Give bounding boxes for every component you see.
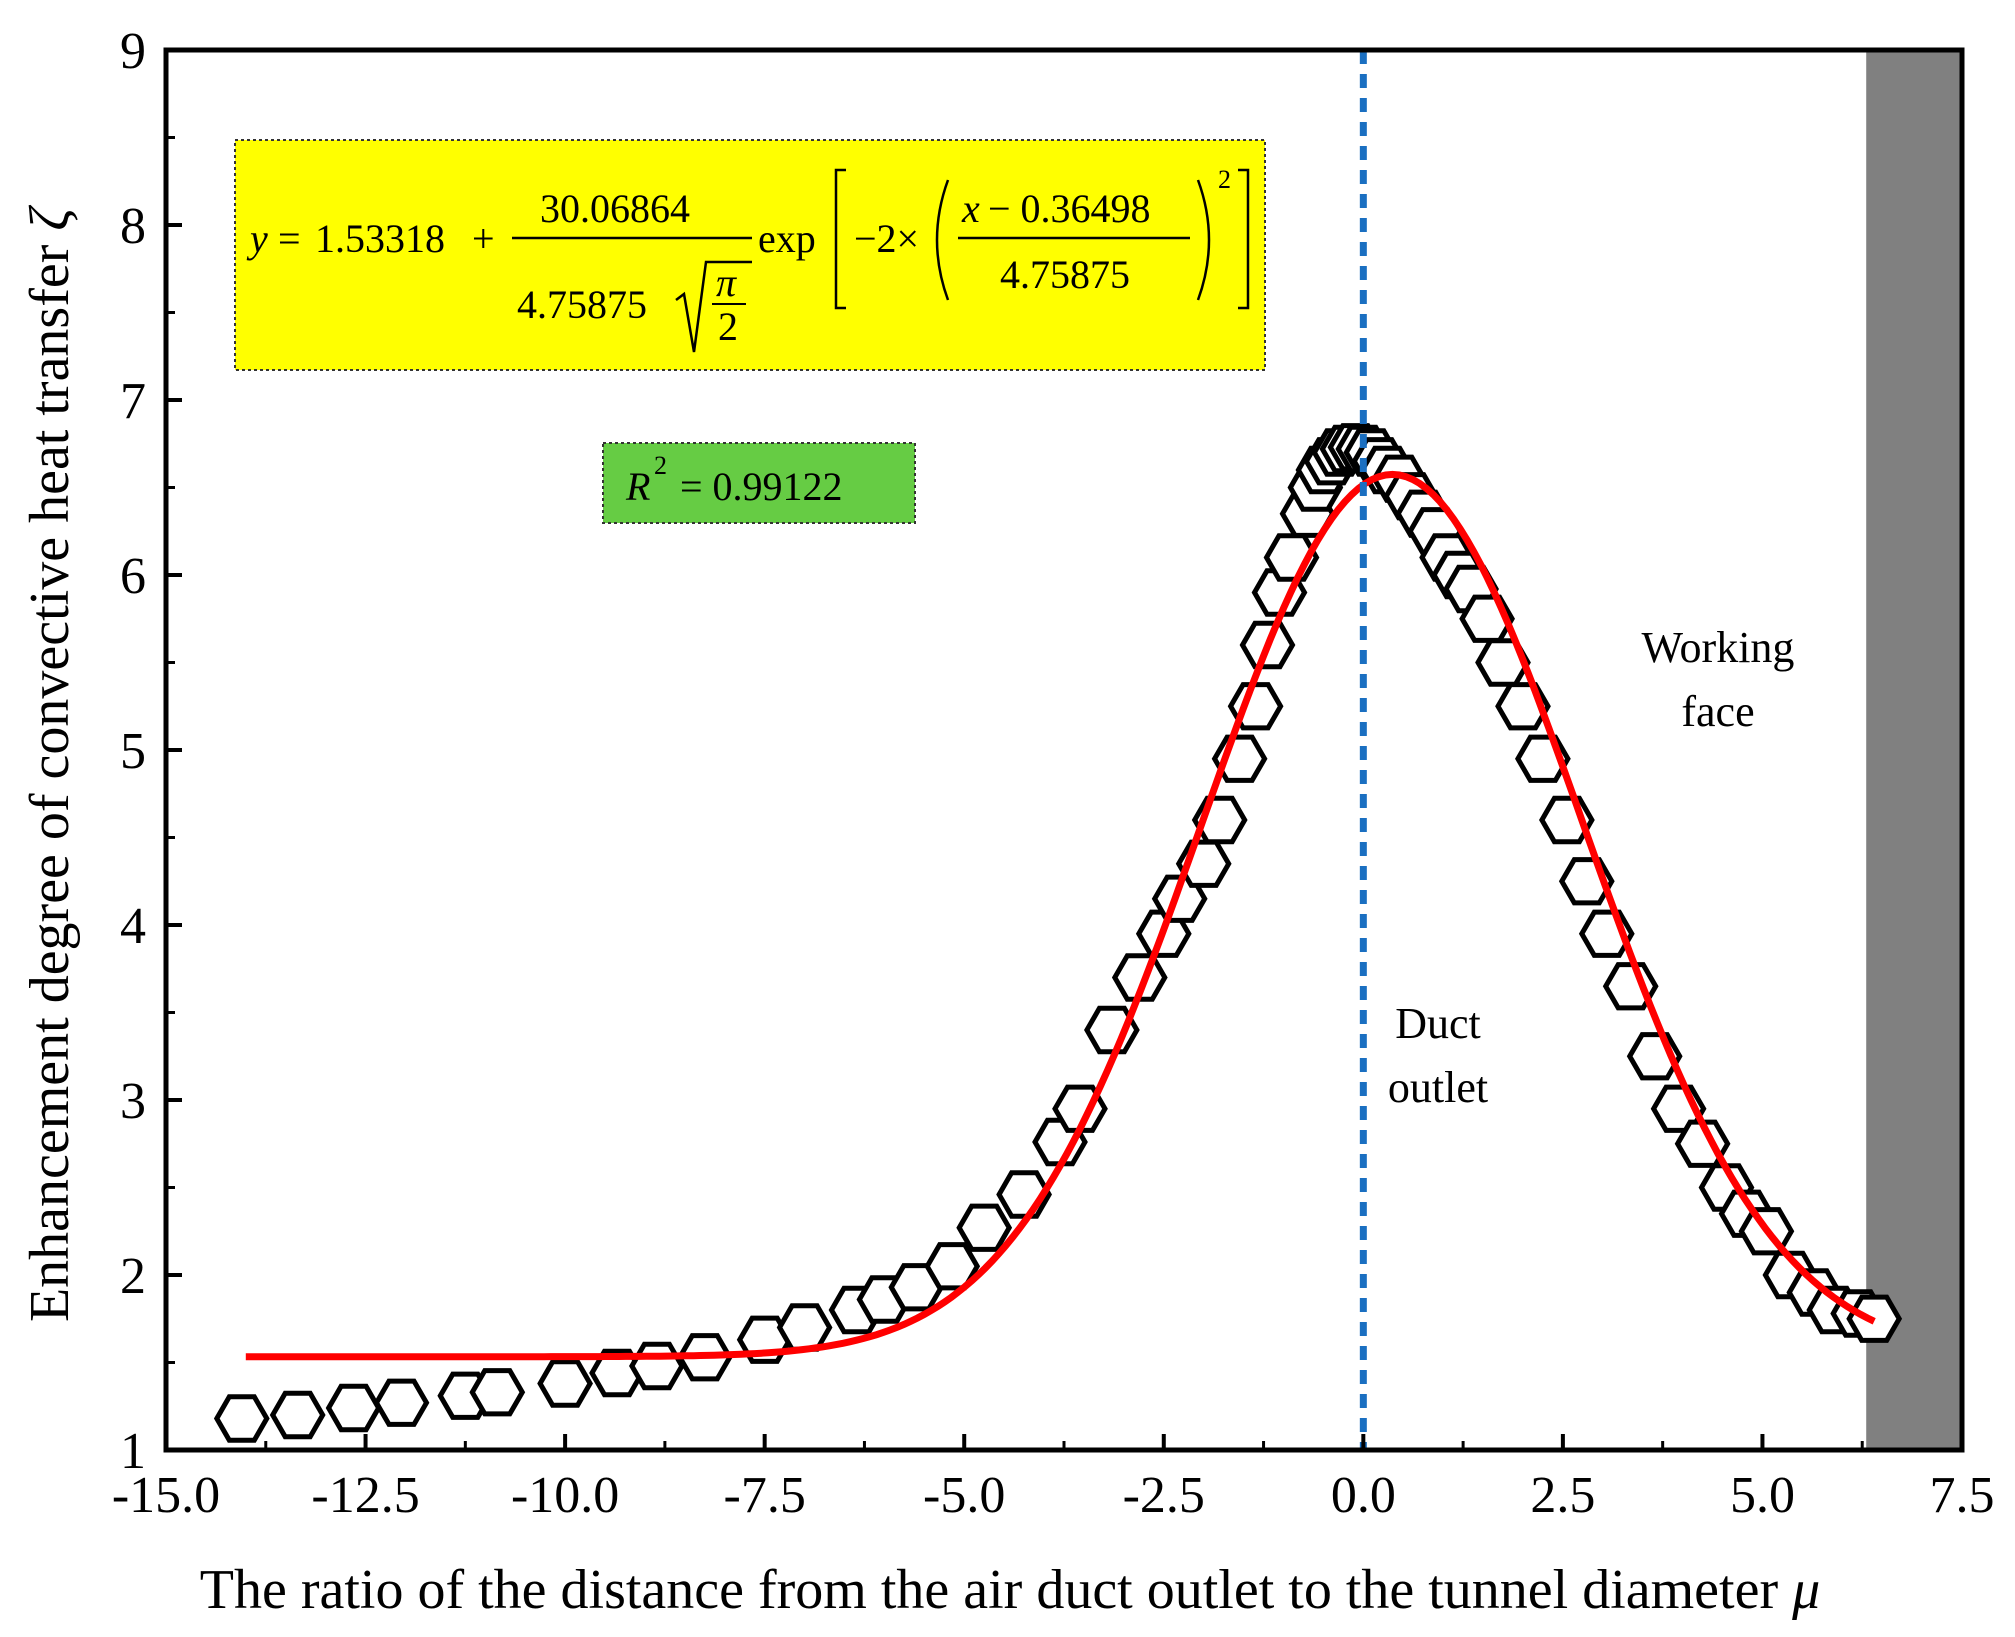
eq-x-var: x [961, 186, 980, 231]
data-markers [213, 423, 1903, 1443]
data-point [776, 1303, 833, 1352]
y-tick-label: 6 [120, 548, 146, 605]
x-tick-label: 0.0 [1331, 1467, 1396, 1524]
duct-outlet-label-line1: Duct [1395, 999, 1481, 1048]
eq-exp: exp [758, 216, 816, 261]
y-tick-label: 4 [120, 898, 146, 955]
x-tick-label: -2.5 [1123, 1467, 1205, 1524]
x-axis-title-text: The ratio of the distance from the air d… [200, 1559, 1779, 1621]
eq-two: 2 [718, 304, 738, 349]
eq-numerator: 30.06864 [540, 186, 690, 231]
r-squared-power: 2 [654, 451, 667, 480]
eq-right-bracket [1238, 168, 1250, 310]
r-squared-label: R [625, 464, 650, 509]
equation-box: y = 1.53318 + 30.06864 4.75875 π 2 exp −… [234, 139, 1266, 371]
data-point [589, 1348, 645, 1398]
data-point [1084, 1005, 1140, 1055]
data-point [537, 1359, 593, 1408]
eq-left-paren [935, 179, 950, 301]
r-squared-value: = 0.99122 [680, 464, 843, 509]
y-tick-label: 7 [120, 373, 146, 430]
equation-box-background [234, 139, 1266, 371]
y-axis-title-text: Enhancement degree of convective heat tr… [19, 244, 81, 1322]
x-tick-label: 7.5 [1930, 1467, 1995, 1524]
eq-pi: π [716, 260, 737, 305]
eq-y-var: y [246, 216, 268, 261]
data-point [213, 1394, 270, 1443]
working-face-label-line2: face [1681, 687, 1754, 736]
x-axis-title: The ratio of the distance from the air d… [200, 1559, 1820, 1621]
r-squared-background [602, 442, 916, 524]
eq-minus-two-times: −2× [854, 216, 919, 261]
data-point [269, 1390, 326, 1440]
eq-left-bracket [834, 168, 846, 310]
x-tick-label: -12.5 [311, 1467, 419, 1524]
eq-equals: = [278, 216, 301, 261]
working-face-region [1866, 50, 1962, 1450]
data-point [373, 1378, 430, 1427]
y-tick-label: 1 [120, 1423, 146, 1480]
eq-inner-denominator: 4.75875 [1000, 252, 1130, 297]
x-tick-label: 2.5 [1530, 1467, 1595, 1524]
eq-plus: + [472, 216, 495, 261]
eq-right-paren [1196, 179, 1211, 301]
x-tick-label: -5.0 [923, 1467, 1005, 1524]
data-point [325, 1383, 382, 1433]
y-tick-label: 3 [120, 1073, 146, 1130]
duct-outlet-label-line2: outlet [1388, 1063, 1488, 1112]
y-axis-title: Enhancement degree of convective heat tr… [19, 205, 81, 1322]
x-tick-label: 5.0 [1730, 1467, 1795, 1524]
y-tick-label: 8 [120, 198, 146, 255]
y-axis-ticks: 1 2 3 4 5 6 7 8 9 [120, 23, 182, 1480]
y-tick-label: 9 [120, 23, 146, 80]
x-axis-symbol: μ [1791, 1559, 1820, 1621]
eq-constant: 1.53318 [315, 216, 445, 261]
data-point [956, 1203, 1013, 1252]
y-tick-label: 2 [120, 1248, 146, 1305]
working-face-label-line1: Working [1642, 623, 1795, 672]
data-point [469, 1368, 526, 1417]
data-point [629, 1341, 685, 1391]
eq-power: 2 [1218, 165, 1231, 194]
eq-denominator: 4.75875 [517, 282, 647, 327]
eq-sqrt-sign [675, 260, 752, 353]
x-tick-label: -15.0 [112, 1467, 220, 1524]
fit-curve [245, 470, 1876, 1361]
y-tick-label: 5 [120, 723, 146, 780]
x-axis-ticks: -15.0 -12.5 -10.0 -7.5 -5.0 -2.5 0.0 2.5 5.0 7.5 [112, 1434, 1995, 1524]
y-axis-symbol: ζ [19, 205, 81, 231]
x-tick-label: -10.0 [511, 1467, 619, 1524]
x-tick-label: -7.5 [724, 1467, 806, 1524]
eq-x-minus: − 0.36498 [988, 186, 1151, 231]
r-squared-box: R 2 = 0.99122 [602, 442, 916, 524]
